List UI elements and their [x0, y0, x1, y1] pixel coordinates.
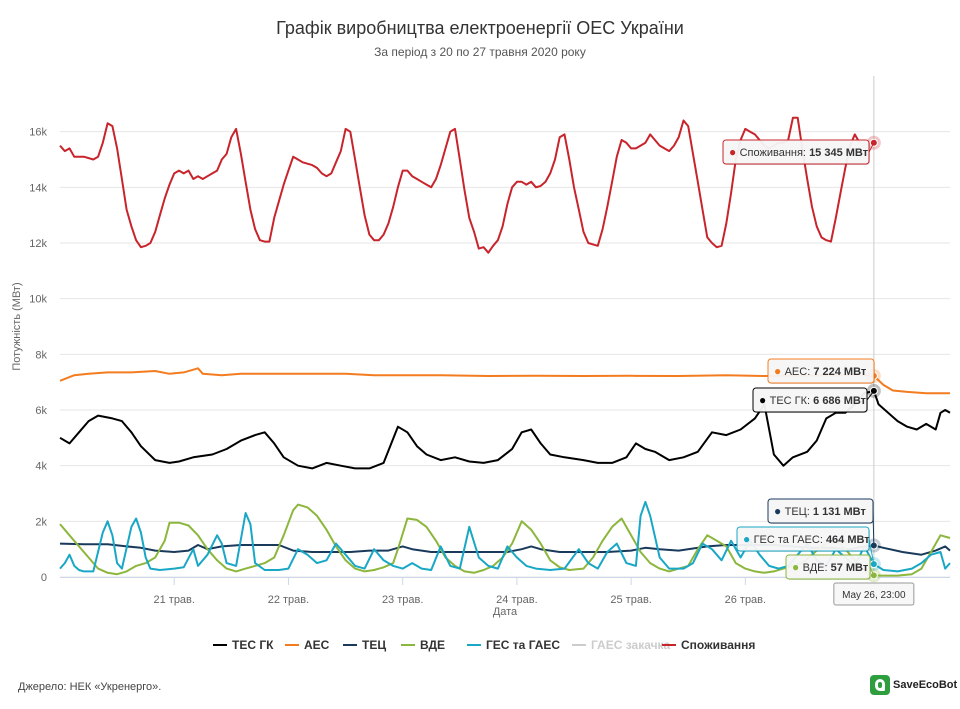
- y-tick-label: 6k: [35, 405, 47, 417]
- legend-item-аес[interactable]: АЕС: [285, 638, 329, 656]
- tooltip-гес-та-гаес: ● ГЕС та ГАЕС: 464 МВт: [736, 526, 881, 572]
- tooltip-споживання: ● Споживання: 15 345 МВт: [722, 135, 881, 165]
- x-tick-label: 21 трав.: [153, 594, 194, 606]
- chart-subtitle: За період з 20 по 27 травня 2020 року: [374, 45, 586, 59]
- tooltip-text: ● ТЕЦ: 1 131 МВт: [774, 504, 866, 518]
- y-tick-label: 8k: [35, 349, 47, 361]
- legend-label: Споживання: [681, 638, 756, 652]
- tooltip-text: ● АЕС: 7 224 МВт: [774, 364, 867, 378]
- crosshair-label-text: May 26, 23:00: [842, 590, 906, 601]
- legend-label: ГЕС та ГАЕС: [486, 638, 561, 652]
- legend-label: ВДЕ: [420, 638, 446, 652]
- x-tick-label: 22 трав.: [268, 594, 309, 606]
- chart-title: Графік виробництва електроенергії ОЕС Ук…: [276, 18, 684, 38]
- y-tick-label: 4k: [35, 461, 47, 473]
- tooltip-connector: [868, 142, 875, 153]
- legend-item-тец[interactable]: ТЕЦ: [343, 638, 386, 656]
- y-tick-label: 0: [41, 572, 47, 584]
- tooltip-text: ● ГЕС та ГАЕС: 464 МВт: [743, 532, 870, 546]
- tooltip-box: [785, 554, 871, 580]
- y-tick-label: 14k: [29, 182, 47, 194]
- logo-text: SaveEcoBot: [893, 679, 958, 691]
- legend-swatch: [572, 643, 586, 646]
- legend-label: АЕС: [304, 638, 330, 652]
- y-tick-label: 12k: [29, 238, 47, 250]
- tooltip-connector: [869, 566, 875, 576]
- legend-item-гес-та-гаес[interactable]: ГЕС та ГАЕС: [467, 638, 560, 656]
- legend-swatch: [401, 643, 415, 646]
- x-axis-title: Дата: [493, 606, 518, 618]
- legend-label: ГАЕС закачка: [591, 638, 671, 652]
- legend-swatch: [343, 643, 357, 646]
- series-line-споживання: [59, 116, 861, 254]
- tooltip-box: [736, 526, 870, 552]
- y-axis-title: Потужність (МВт): [11, 282, 23, 370]
- tooltip-тец: ● ТЕЦ: 1 131 МВт: [767, 498, 881, 553]
- tooltip-connector: [866, 390, 875, 401]
- legend-swatch: [285, 643, 299, 646]
- x-tick-label: 25 трав.: [610, 594, 651, 606]
- leaf-icon: [870, 675, 890, 695]
- x-tick-label: 23 трав.: [382, 594, 423, 606]
- line-chart[interactable]: 0 2k 4k 6k 8k 10k 12k 14k 16k 21 трав. 22 трав. 23 …: [0, 0, 960, 630]
- legend-label: ТЕС ГК: [232, 638, 274, 652]
- crosshair-label-box: [833, 582, 915, 606]
- legend-swatch: [213, 643, 227, 646]
- tooltip-box: [767, 498, 874, 524]
- tooltip-box: [722, 139, 870, 165]
- legend-swatch: [467, 643, 481, 646]
- legend-label: ТЕЦ: [362, 638, 387, 652]
- tooltip-аес: ● АЕС: 7 224 МВт: [767, 358, 881, 384]
- legend-item-споживання[interactable]: Споживання: [662, 638, 755, 656]
- legend-item-вде[interactable]: ВДЕ: [401, 638, 445, 656]
- tooltip-тес-гк: ● ТЕС ГК: 6 686 МВт: [752, 383, 881, 413]
- x-tick-label: 26 трав.: [725, 594, 766, 606]
- chart-legend: ТЕС ГК АЕС ТЕЦ ВДЕ ГЕС та ГАЕС ГАЕС закачка Сп…: [0, 638, 960, 658]
- tooltip-connector: [868, 538, 875, 565]
- legend-swatch: [662, 643, 676, 646]
- y-tick-label: 2k: [35, 516, 47, 528]
- y-tick-label: 16k: [29, 127, 47, 139]
- tooltip-вде: ● ВДЕ: 57 МВт: [785, 554, 881, 583]
- tooltip-text: ● ТЕС ГК: 6 686 МВт: [759, 393, 867, 407]
- tooltip-text: ● ВДЕ: 57 МВт: [792, 560, 869, 574]
- x-tick-label: 24 трав.: [496, 594, 537, 606]
- tooltip-box: [752, 387, 868, 413]
- tooltip-text: ● Споживання: 15 345 МВт: [729, 145, 869, 159]
- source-note: Джерело: НЕК «Укренерго».: [18, 681, 162, 693]
- saveecobot-logo[interactable]: SaveEcoBot: [870, 674, 957, 696]
- tooltip-box: [767, 358, 875, 384]
- crosshair-label: May 26, 23:00: [833, 582, 915, 606]
- y-tick-label: 10k: [29, 294, 47, 306]
- legend-item-гаес-закачка[interactable]: ГАЕС закачка: [572, 638, 670, 656]
- legend-item-тес-гк[interactable]: ТЕС ГК: [213, 638, 273, 656]
